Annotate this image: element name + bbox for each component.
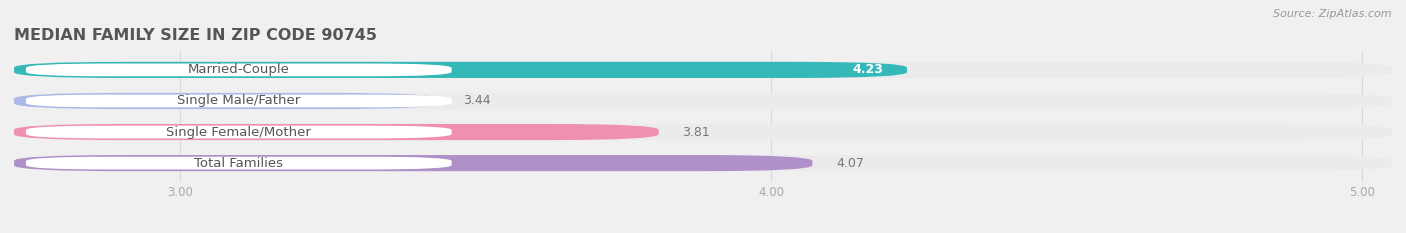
- FancyBboxPatch shape: [14, 155, 813, 171]
- Text: 4.07: 4.07: [837, 157, 863, 170]
- FancyBboxPatch shape: [14, 155, 1392, 171]
- Text: 3.44: 3.44: [464, 94, 491, 107]
- FancyBboxPatch shape: [14, 124, 1392, 140]
- FancyBboxPatch shape: [25, 64, 451, 76]
- FancyBboxPatch shape: [25, 126, 451, 138]
- FancyBboxPatch shape: [25, 95, 451, 107]
- Text: Married-Couple: Married-Couple: [188, 63, 290, 76]
- Text: Single Male/Father: Single Male/Father: [177, 94, 301, 107]
- FancyBboxPatch shape: [14, 124, 658, 140]
- FancyBboxPatch shape: [14, 62, 907, 78]
- FancyBboxPatch shape: [25, 157, 451, 169]
- Text: 3.81: 3.81: [682, 126, 710, 139]
- Text: Source: ZipAtlas.com: Source: ZipAtlas.com: [1274, 9, 1392, 19]
- Text: MEDIAN FAMILY SIZE IN ZIP CODE 90745: MEDIAN FAMILY SIZE IN ZIP CODE 90745: [14, 28, 377, 43]
- Text: Single Female/Mother: Single Female/Mother: [166, 126, 311, 139]
- Text: Total Families: Total Families: [194, 157, 283, 170]
- FancyBboxPatch shape: [14, 93, 440, 109]
- Text: 4.23: 4.23: [852, 63, 883, 76]
- FancyBboxPatch shape: [14, 62, 1392, 78]
- FancyBboxPatch shape: [14, 93, 1392, 109]
